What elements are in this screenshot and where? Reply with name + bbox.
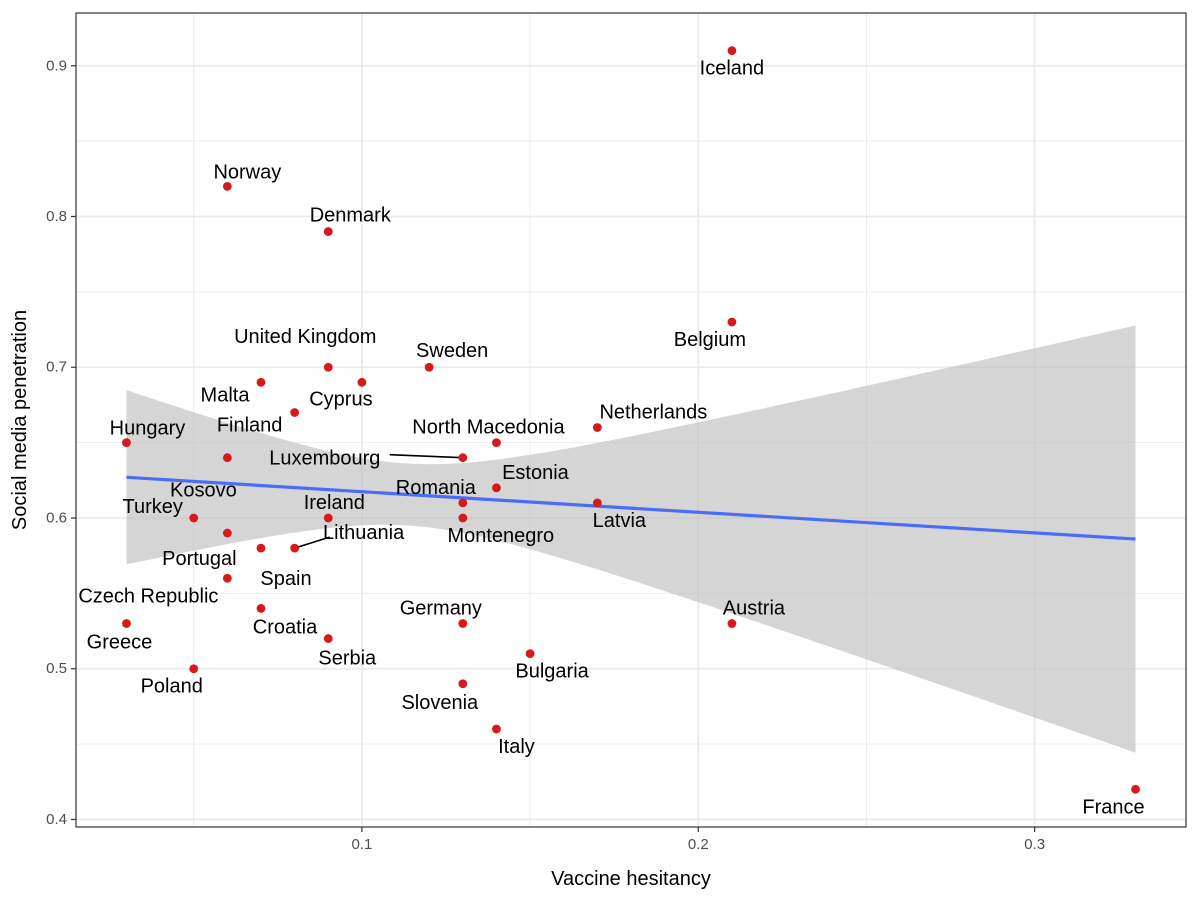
- label-denmark: Denmark: [310, 205, 392, 227]
- point-italy: [492, 724, 501, 734]
- y-tick-label: 0.9: [46, 57, 67, 74]
- label-iceland: Iceland: [700, 58, 765, 80]
- point-slovenia: [458, 679, 468, 689]
- point-montenegro: [458, 513, 468, 523]
- label-portugal: Portugal: [162, 548, 237, 570]
- y-tick-label: 0.8: [46, 208, 67, 225]
- point-czech-republic: [222, 573, 232, 583]
- x-tick-label: 0.3: [1024, 836, 1045, 853]
- label-france: France: [1082, 796, 1144, 818]
- data-points: [122, 46, 1140, 794]
- confidence-band: [126, 325, 1136, 753]
- label-serbia: Serbia: [318, 648, 377, 670]
- point-denmark: [323, 227, 333, 236]
- panel-border: [75, 12, 1187, 828]
- label-luxembourg: Luxembourg: [269, 448, 380, 470]
- label-kosovo: Kosovo: [170, 480, 237, 502]
- label-germany: Germany: [400, 598, 482, 620]
- x-axis-title: Vaccine hesitancy: [551, 868, 711, 890]
- point-germany: [458, 619, 468, 628]
- label-belgium: Belgium: [674, 329, 746, 351]
- trend-line-layer: [126, 475, 1136, 541]
- point-bulgaria: [525, 649, 535, 659]
- label-bulgaria: Bulgaria: [515, 661, 589, 683]
- label-north-macedonia: North Macedonia: [412, 417, 565, 439]
- label-connector-layer: [294, 453, 463, 549]
- label-turkey: Turkey: [123, 496, 183, 518]
- label-estonia: Estonia: [502, 462, 570, 484]
- point-north-macedonia: [492, 438, 501, 448]
- point-estonia: [492, 483, 501, 493]
- point-cyprus: [357, 377, 367, 387]
- label-slovenia: Slovenia: [401, 692, 479, 714]
- label-italy: Italy: [498, 736, 535, 758]
- point-austria: [727, 619, 737, 628]
- connector-luxembourg: [389, 453, 463, 459]
- connector-lithuania: [294, 536, 330, 549]
- point-poland: [189, 664, 199, 674]
- point-labels: Iceland Norway Denmark Belgium United Kingdo…: [78, 58, 1144, 819]
- point-hungary: [122, 438, 131, 448]
- label-poland: Poland: [141, 676, 203, 698]
- point-norway: [222, 181, 232, 191]
- x-tick-label: 0.2: [688, 836, 709, 853]
- y-tick-label: 0.7: [46, 359, 67, 376]
- point-sweden: [424, 362, 434, 372]
- label-lithuania: Lithuania: [323, 522, 405, 544]
- point-latvia: [592, 498, 602, 508]
- x-axis: 0.1 0.2 0.3: [351, 827, 1045, 853]
- point-malta: [256, 377, 266, 387]
- point-kosovo: [222, 453, 232, 463]
- point-romania: [458, 498, 468, 508]
- label-netherlands: Netherlands: [599, 402, 707, 424]
- y-tick-label: 0.4: [46, 811, 67, 828]
- label-spain: Spain: [260, 568, 311, 590]
- y-tick-label: 0.6: [46, 509, 67, 526]
- label-united-kingdom: United Kingdom: [234, 326, 376, 348]
- label-montenegro: Montenegro: [447, 525, 554, 547]
- point-portugal: [222, 528, 232, 538]
- point-belgium: [727, 317, 737, 327]
- y-axis-title: Social media penetration: [9, 310, 31, 530]
- label-greece: Greece: [87, 632, 153, 654]
- confidence-band-layer: [126, 325, 1136, 753]
- x-tick-label: 0.1: [351, 836, 372, 853]
- point-spain: [256, 543, 266, 553]
- point-serbia: [323, 634, 333, 643]
- label-ireland: Ireland: [304, 492, 365, 514]
- label-croatia: Croatia: [253, 616, 318, 638]
- label-cyprus: Cyprus: [309, 388, 372, 410]
- label-czech-republic: Czech Republic: [78, 585, 218, 607]
- label-malta: Malta: [201, 384, 251, 406]
- point-lithuania: [290, 543, 300, 553]
- point-netherlands: [592, 423, 602, 432]
- point-iceland: [727, 46, 737, 56]
- point-luxembourg: [458, 453, 468, 463]
- point-croatia: [256, 604, 266, 613]
- label-latvia: Latvia: [593, 510, 647, 532]
- point-finland: [290, 408, 300, 417]
- point-united-kingdom: [323, 362, 333, 372]
- label-norway: Norway: [213, 161, 281, 183]
- point-greece: [122, 619, 131, 628]
- point-ireland: [323, 513, 333, 523]
- label-sweden: Sweden: [416, 340, 488, 362]
- label-finland: Finland: [217, 414, 283, 436]
- point-france: [1131, 784, 1140, 794]
- trend-line: [126, 475, 1136, 541]
- label-hungary: Hungary: [110, 418, 186, 440]
- y-axis: 0.4 0.5 0.6 0.7 0.8 0.9: [46, 57, 76, 828]
- point-turkey: [189, 513, 199, 523]
- label-romania: Romania: [396, 477, 477, 499]
- label-austria: Austria: [723, 598, 786, 620]
- y-tick-label: 0.5: [46, 660, 67, 677]
